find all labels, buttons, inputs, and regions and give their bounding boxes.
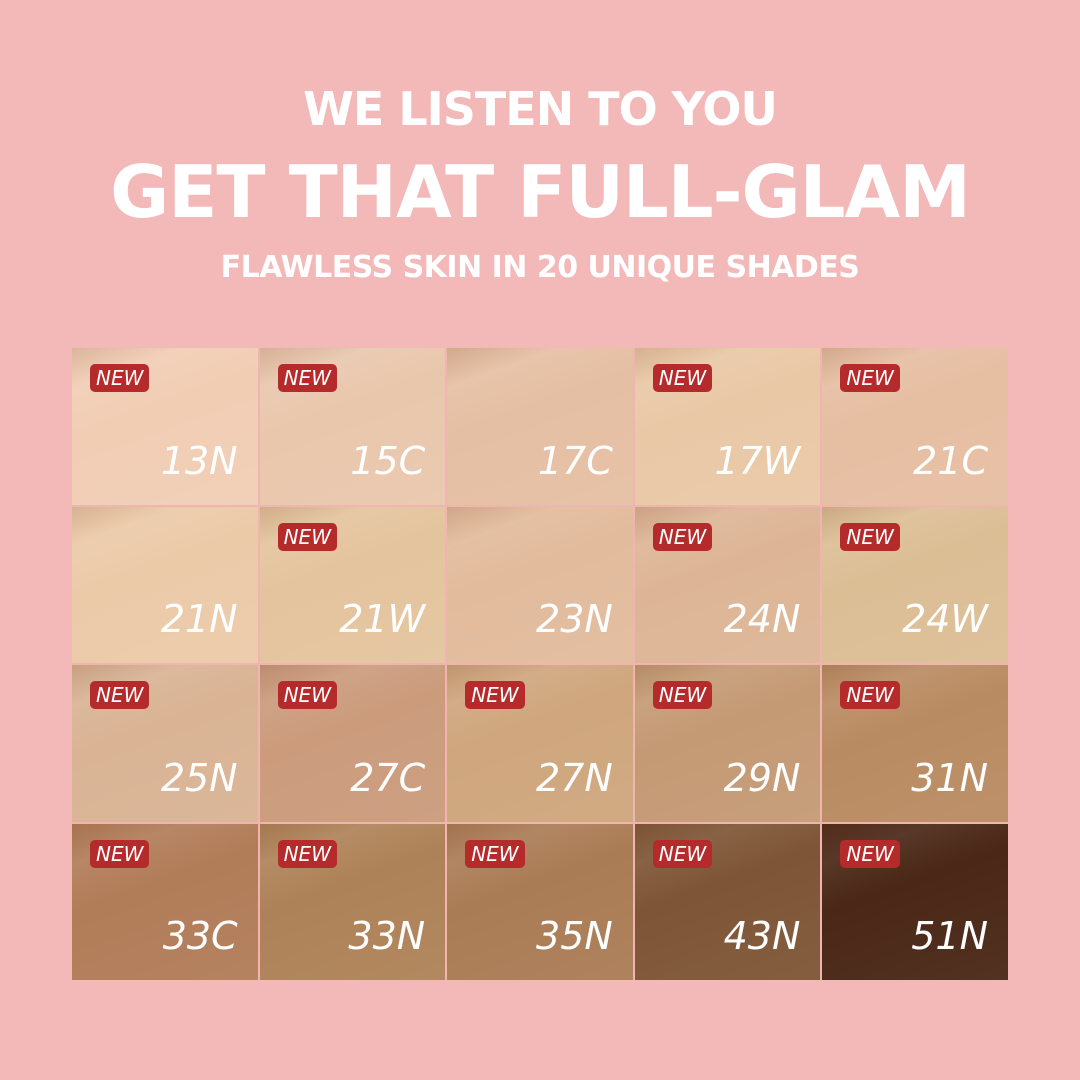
shade-code: 21W <box>339 597 426 641</box>
shade-swatch: NEW 15C <box>259 348 446 505</box>
shade-swatch: 17C <box>447 348 633 505</box>
shade-code: 27C <box>350 755 426 800</box>
shade-swatch: NEW 21C <box>822 348 1008 505</box>
shade-code: 15C <box>350 438 426 483</box>
shade-code: 29N <box>723 755 801 800</box>
shade-swatch: NEW 25N <box>72 665 258 822</box>
shade-code: 13N <box>160 438 238 483</box>
shade-code: 51N <box>911 914 988 958</box>
shade-swatch: NEW 21W <box>259 506 446 663</box>
shade-swatch: NEW 27C <box>259 665 446 822</box>
shade-swatch: NEW 24N <box>634 506 821 663</box>
shade-grid: NEW 13N NEW 15C 17C NEW 17W NEW 21C 21N NEW 21W 23N N… <box>72 348 1008 980</box>
shade-code: 24N <box>723 597 801 641</box>
shade-swatch: NEW 31N <box>822 665 1008 822</box>
shade-swatch: NEW 51N <box>822 823 1008 980</box>
new-badge: NEW <box>652 839 713 868</box>
new-badge: NEW <box>840 522 900 551</box>
new-badge: NEW <box>465 839 525 868</box>
shade-swatch: 23N <box>447 506 633 663</box>
shade-code: 35N <box>536 914 613 958</box>
subheadline-shades: FLAWLESS SKIN IN 20 UNIQUE SHADES <box>220 250 860 285</box>
new-badge: NEW <box>840 839 900 868</box>
shade-swatch: NEW 27N <box>447 665 633 822</box>
shade-code: 33C <box>162 914 238 958</box>
shade-swatch: NEW 33N <box>259 823 446 980</box>
shade-swatch: NEW 29N <box>634 665 821 822</box>
new-badge: NEW <box>652 364 713 392</box>
new-badge: NEW <box>277 522 337 551</box>
shade-code: 21C <box>913 438 988 483</box>
shade-swatch: NEW 43N <box>634 823 821 980</box>
shade-code: 17C <box>537 438 613 483</box>
headline-listen: WE LISTEN TO YOU <box>303 82 778 136</box>
new-badge: NEW <box>840 681 900 709</box>
new-badge: NEW <box>90 364 150 392</box>
shade-code: 43N <box>723 914 801 958</box>
new-badge: NEW <box>840 364 900 392</box>
shade-code: 33N <box>348 914 426 958</box>
shade-swatch: NEW 35N <box>447 823 633 980</box>
new-badge: NEW <box>277 681 337 709</box>
new-badge: NEW <box>277 364 337 392</box>
shade-code: 25N <box>160 755 238 800</box>
shade-code: 27N <box>536 755 613 800</box>
new-badge: NEW <box>465 681 525 709</box>
new-badge: NEW <box>652 681 713 709</box>
shade-code: 31N <box>911 755 988 800</box>
headline-full-glam: GET THAT FULL-GLAM <box>110 150 971 234</box>
shade-code: 23N <box>536 597 613 641</box>
shade-code: 24W <box>902 597 988 641</box>
shade-swatch: NEW 24W <box>822 506 1008 663</box>
shade-swatch: NEW 13N <box>72 348 258 505</box>
new-badge: NEW <box>652 522 713 551</box>
new-badge: NEW <box>90 681 150 709</box>
shade-code: 17W <box>714 438 801 483</box>
shade-code: 21N <box>160 597 238 641</box>
shade-swatch: NEW 17W <box>634 348 821 505</box>
new-badge: NEW <box>90 839 150 868</box>
shade-swatch: 21N <box>72 506 258 663</box>
shade-swatch: NEW 33C <box>72 823 258 980</box>
new-badge: NEW <box>277 839 337 868</box>
